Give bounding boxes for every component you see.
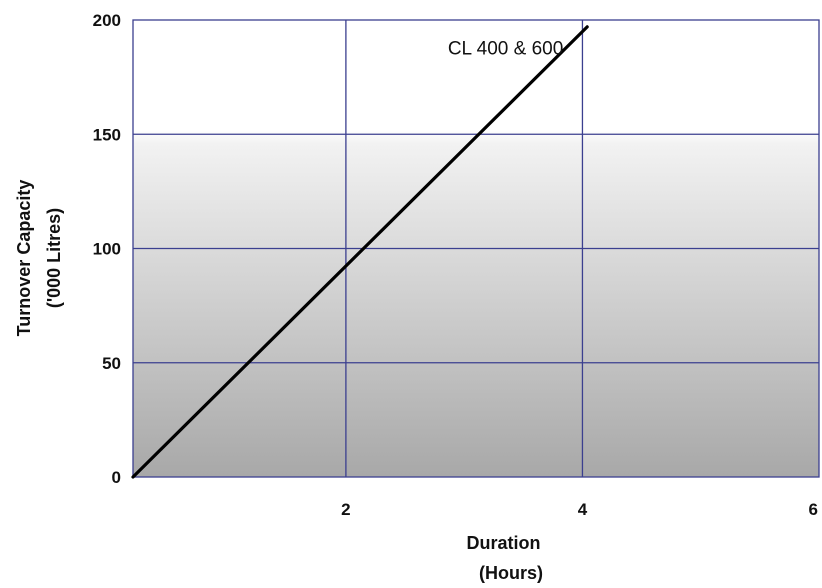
x-axis-title-line2: (Hours) — [479, 563, 543, 583]
y-axis-title-line2: ('000 Litres) — [44, 208, 64, 308]
y-axis-title-line1: Turnover Capacity — [14, 180, 34, 337]
y-tick-label-200: 200 — [93, 11, 121, 30]
y-tick-label-150: 150 — [93, 125, 121, 144]
x-tick-label-2: 2 — [341, 500, 350, 519]
x-axis-title-line1: Duration — [466, 533, 540, 553]
series-line-0 — [131, 25, 589, 479]
y-tick-label-100: 100 — [93, 240, 121, 259]
annotation-cl-400-600: CL 400 & 600 — [448, 38, 564, 59]
x-tick-labels: 2 4 6 — [341, 500, 818, 519]
y-axis-title: Turnover Capacity — [14, 180, 34, 337]
y-tick-label-0: 0 — [112, 468, 121, 487]
y-tick-labels: 0 50 100 150 200 — [93, 11, 121, 487]
x-tick-label-6: 6 — [809, 500, 818, 519]
series-layer — [131, 25, 589, 479]
x-axis-title: Duration (Hours) — [466, 533, 545, 583]
y-tick-label-50: 50 — [102, 354, 121, 373]
x-tick-label-4: 4 — [578, 500, 588, 519]
y-axis-title-2: ('000 Litres) — [44, 208, 64, 308]
